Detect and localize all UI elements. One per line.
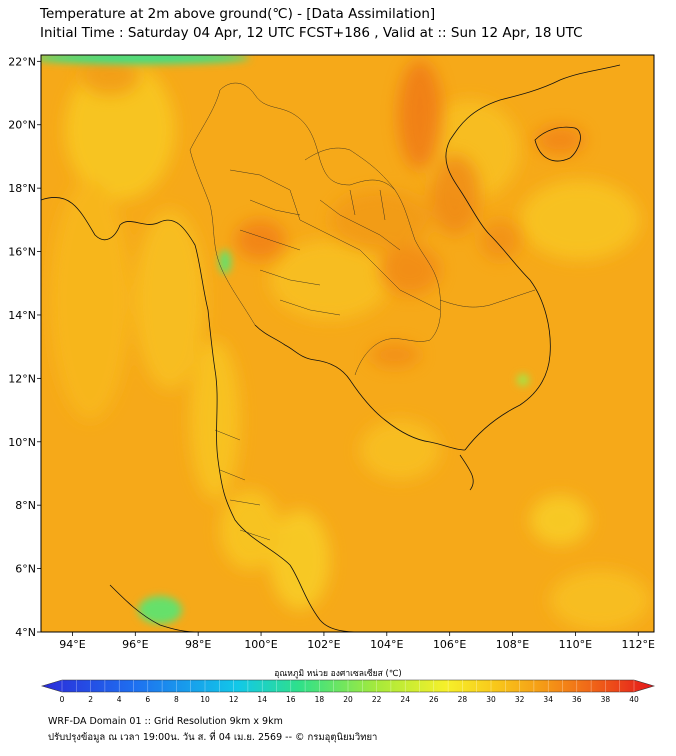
colorbar-tick-label: 10: [200, 695, 210, 704]
colorbar-tick-label: 18: [315, 695, 325, 704]
lat-label: 16°N: [8, 246, 36, 259]
lat-label: 8°N: [15, 499, 36, 512]
lon-label: 112°E: [622, 638, 655, 651]
colorbar-tick-label: 32: [515, 695, 525, 704]
colorbar-title: อุณหภูมิ หน่วย องศาเซลเซียส (℃): [274, 669, 402, 679]
colorbar-tick-label: 12: [229, 695, 239, 704]
footer-model-info: WRF-DA Domain 01 :: Grid Resolution 9km …: [48, 716, 283, 727]
lat-label: 22°N: [8, 55, 36, 68]
lat-label: 20°N: [8, 119, 36, 132]
lon-label: 108°E: [496, 638, 529, 651]
lat-label: 6°N: [15, 563, 36, 576]
colorbar-tick-label: 0: [60, 695, 65, 704]
colorbar-tick-label: 6: [145, 695, 150, 704]
lon-label: 104°E: [370, 638, 403, 651]
colorbar-tick-label: 20: [343, 695, 353, 704]
colorbar-tick-label: 34: [543, 695, 553, 704]
colorbar-tick-label: 30: [486, 695, 496, 704]
lat-label: 14°N: [8, 309, 36, 322]
colorbar-tick-label: 36: [572, 695, 582, 704]
colorbar-tick-label: 4: [117, 695, 122, 704]
colorbar-tick-label: 28: [458, 695, 468, 704]
colorbar-tick-label: 16: [286, 695, 296, 704]
map-axes: 22°N 20°N 18°N 16°N 14°N 12°N 10°N 8°N 6°N 4°N 94°…: [8, 55, 655, 651]
map-frame: [40, 54, 655, 633]
temperature-field: [41, 55, 654, 632]
colorbar-tick-label: 38: [601, 695, 611, 704]
admin-borders: [189, 82, 536, 541]
colorbar-tick-label: 26: [429, 695, 439, 704]
colorbar-tick-label: 14: [257, 695, 267, 704]
lon-label: 110°E: [559, 638, 592, 651]
lon-label: 98°E: [185, 638, 211, 651]
colorbar-tick-label: 8: [174, 695, 179, 704]
lon-label: 100°E: [244, 638, 277, 651]
lat-label: 18°N: [8, 182, 36, 195]
colorbar-tick-label: 2: [88, 695, 93, 704]
footer-update-info: ปรับปรุงข้อมูล ณ เวลา 19:00น. วัน ส. ที่…: [48, 732, 378, 743]
lon-label: 106°E: [433, 638, 466, 651]
colorbar-tick-label: 40: [629, 695, 639, 704]
colorbar: 0 2 4 6 8 10 12 14 16 18 20 22 24 26 28 30 32 34 36 38 40: [40, 679, 656, 704]
coastlines: [41, 64, 621, 632]
map-title: Temperature at 2m above ground(℃) - [Dat…: [40, 6, 436, 22]
map-subtitle: Initial Time : Saturday 04 Apr, 12 UTC F…: [40, 25, 583, 41]
colorbar-tick-label: 22: [372, 695, 382, 704]
lon-label: 94°E: [59, 638, 85, 651]
lon-label: 96°E: [122, 638, 148, 651]
lon-label: 102°E: [307, 638, 340, 651]
lat-label: 4°N: [15, 626, 36, 639]
lat-label: 12°N: [8, 372, 36, 385]
colorbar-ticks: 0 2 4 6 8 10 12 14 16 18 20 22 24 26 28 30 32 34 36 38 40: [60, 680, 639, 704]
colorbar-tick-label: 24: [400, 695, 410, 704]
lat-label: 10°N: [8, 436, 36, 449]
